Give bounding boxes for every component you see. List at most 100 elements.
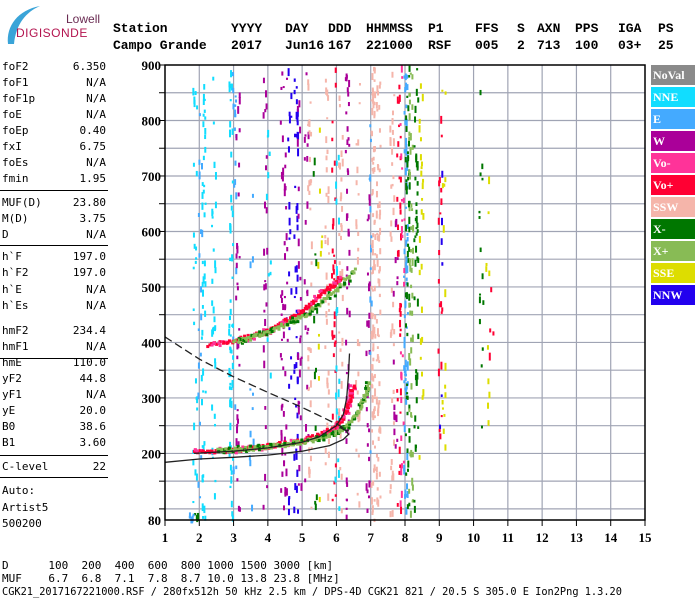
echo-point <box>345 438 348 444</box>
trace-point <box>340 277 344 281</box>
echo-point <box>288 217 291 226</box>
echo-point <box>444 289 447 298</box>
echo-point <box>366 508 369 513</box>
echo-point <box>488 270 491 277</box>
echo-point <box>488 352 491 361</box>
echo-point <box>203 273 206 280</box>
echo-point <box>407 243 410 247</box>
echo-point <box>440 187 443 193</box>
echo-point <box>400 396 403 404</box>
x-tick-label: 7 <box>367 530 374 545</box>
header-label: HHMMSS <box>366 21 413 36</box>
trace-point <box>346 409 350 413</box>
echo-point <box>440 198 443 206</box>
echo-point <box>347 231 350 237</box>
echo-point <box>374 253 377 256</box>
echo-point <box>299 335 302 338</box>
echo-point <box>398 124 401 128</box>
legend-item-nne: NNE <box>651 87 695 107</box>
trace-point <box>206 345 210 349</box>
echo-point <box>403 281 406 287</box>
echo-point <box>308 347 311 352</box>
echo-point <box>412 247 415 254</box>
echo-point <box>297 213 300 219</box>
echo-point <box>201 329 204 336</box>
echo-point <box>231 210 234 218</box>
echo-point <box>421 371 424 377</box>
echo-point <box>405 389 408 396</box>
echo-point <box>404 73 407 81</box>
trace-point <box>303 312 307 316</box>
trace-point <box>327 433 331 437</box>
echo-point <box>288 201 291 210</box>
echo-point <box>368 456 371 462</box>
trace-point <box>340 428 344 432</box>
trace-point <box>293 320 297 324</box>
trace-point <box>353 414 357 418</box>
echo-point <box>198 171 201 180</box>
echo-point <box>419 338 422 345</box>
echo-point <box>262 345 265 353</box>
echo-point <box>400 65 403 73</box>
echo-point <box>378 293 381 298</box>
echo-point <box>347 170 350 176</box>
echo-point <box>238 162 241 168</box>
trace-point <box>346 404 350 408</box>
echo-point <box>370 330 373 337</box>
echo-point <box>249 388 252 391</box>
echo-point <box>345 75 348 79</box>
echo-point <box>405 186 408 195</box>
trace-point <box>311 307 315 311</box>
echo-point <box>262 504 265 510</box>
echo-point <box>324 239 327 245</box>
trace-point <box>352 417 356 421</box>
trace-point <box>349 394 353 398</box>
echo-point <box>263 248 266 256</box>
echo-point <box>280 429 283 436</box>
echo-point <box>237 505 240 512</box>
trace-point <box>258 446 262 450</box>
echo-point <box>264 405 267 410</box>
trace-point <box>311 434 315 438</box>
echo-point <box>326 149 329 155</box>
echo-point <box>315 494 318 501</box>
echo-point <box>234 179 237 185</box>
trace-point <box>342 415 346 419</box>
echo-point <box>231 180 234 184</box>
echo-point <box>413 425 416 429</box>
legend-item-sse: SSE <box>651 263 695 283</box>
echo-point <box>405 224 408 232</box>
echo-point <box>408 136 411 141</box>
echo-point <box>307 185 310 192</box>
header-label: Station <box>113 21 168 36</box>
echo-point <box>236 478 239 482</box>
trace-point <box>260 333 264 337</box>
echo-point <box>392 301 395 308</box>
echo-point <box>393 428 396 436</box>
echo-point <box>287 137 290 142</box>
echo-point <box>437 217 440 225</box>
echo-points <box>188 65 495 524</box>
trace-point <box>340 417 344 421</box>
echo-point <box>406 233 409 236</box>
echo-point <box>340 473 343 480</box>
echo-point <box>211 278 214 284</box>
echo-point <box>372 408 375 414</box>
echo-point <box>196 516 199 520</box>
echo-point <box>307 386 310 390</box>
echo-point <box>237 441 240 447</box>
echo-point <box>266 485 269 489</box>
echo-point <box>366 489 369 494</box>
echo-point <box>375 453 378 458</box>
trace-point <box>218 448 222 452</box>
echo-point <box>339 433 342 439</box>
trace-point <box>334 289 338 293</box>
echo-point <box>229 334 232 337</box>
echo-point <box>281 71 284 76</box>
echo-point <box>406 361 409 365</box>
echo-point <box>400 490 403 498</box>
echo-point <box>299 337 302 344</box>
echo-point <box>348 249 351 256</box>
param-name: fxI <box>2 140 22 153</box>
echo-point <box>440 311 443 314</box>
